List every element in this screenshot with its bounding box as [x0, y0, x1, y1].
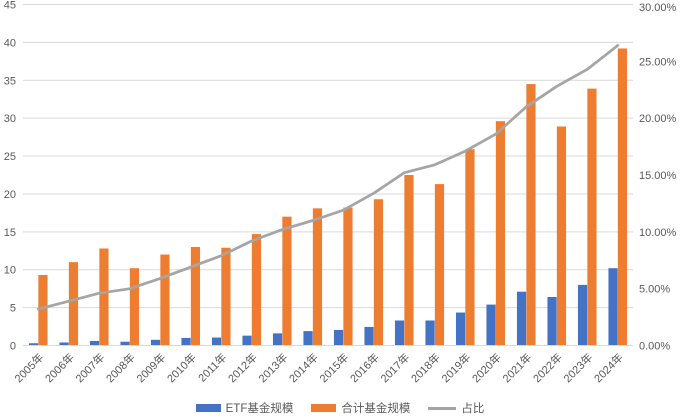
- x-axis-label: 2022年: [530, 350, 565, 385]
- bar-etf-2018: [425, 320, 435, 346]
- bar-total-2009: [160, 254, 170, 346]
- bar-etf-2016: [364, 326, 374, 346]
- legend-label-total: 合计基金规模: [341, 403, 411, 415]
- x-axis-label: 2009年: [133, 350, 168, 385]
- bar-total-2022: [556, 126, 567, 346]
- legend-label-ratio: 占比: [461, 403, 485, 415]
- x-axis-label: 2021年: [499, 350, 534, 385]
- bar-total-2012: [251, 234, 262, 346]
- bar-etf-2024: [608, 268, 618, 346]
- x-axis-label: 2012年: [225, 350, 260, 385]
- bar-etf-2023: [577, 284, 588, 346]
- ratio-line: [36, 44, 620, 311]
- y-axis-left-label: 0: [10, 341, 16, 353]
- bar-total-2020: [495, 121, 506, 346]
- x-axis-label: 2016年: [347, 350, 382, 385]
- legend-swatch-total-bar: [311, 404, 337, 412]
- bar-total-2018: [434, 184, 445, 346]
- legend-item-ratio: 占比: [428, 400, 484, 416]
- bar-total-2021: [526, 84, 536, 346]
- x-axis-label: 2006年: [42, 350, 77, 385]
- y-axis-right-label: 30.00%: [639, 2, 677, 14]
- bar-etf-2010: [181, 337, 191, 346]
- x-axis-label: 2015年: [316, 350, 351, 385]
- y-axis-left-label: 25: [4, 151, 16, 163]
- bar-total-2023: [587, 88, 597, 346]
- x-axis-label: 2024年: [591, 350, 626, 385]
- bar-total-2008: [129, 268, 140, 346]
- bar-total-2016: [373, 199, 384, 346]
- x-axis-label: 2017年: [377, 350, 412, 385]
- x-axis-label: 2011年: [195, 350, 229, 384]
- x-axis-label: 2019年: [438, 350, 473, 385]
- legend: ETF基金规模 合计基金规模 占比: [0, 399, 680, 417]
- x-axis-label: 2008年: [103, 350, 138, 385]
- x-axis-label: 2013年: [255, 350, 290, 385]
- combo-chart: 0 5 10 15 20 25 30 35 40 45 0.00% 5.00% 10.00% 15.00%…: [4, 0, 677, 385]
- x-axis-label: 2005年: [11, 350, 46, 385]
- bar-etf-2007: [89, 340, 100, 346]
- bar-total-2005: [38, 275, 48, 346]
- bar-etf-2013: [272, 333, 283, 346]
- bar-total-2011: [221, 247, 231, 346]
- bar-total-2015: [343, 207, 353, 346]
- bar-etf-2017: [394, 320, 405, 346]
- x-axis-label: 2007年: [72, 350, 107, 385]
- y-axis-right-label: 25.00%: [639, 56, 677, 68]
- bar-etf-2009: [150, 339, 161, 346]
- legend-item-total: 合计基金规模: [311, 400, 410, 416]
- y-axis-right-label: 20.00%: [639, 113, 677, 125]
- bar-total-2006: [68, 262, 79, 346]
- bar-etf-2006: [59, 342, 69, 346]
- y-axis-right-label: 0.00%: [639, 341, 670, 353]
- x-axis-label: 2014年: [286, 350, 321, 385]
- bar-etf-2011: [211, 337, 222, 346]
- y-axis-left-label: 15: [4, 227, 16, 239]
- y-axis-left-label: 5: [10, 303, 16, 315]
- bar-etf-2012: [242, 335, 252, 346]
- y-axis-left-label: 40: [4, 37, 16, 49]
- bar-etf-2021: [516, 291, 527, 346]
- bar-total-2010: [190, 246, 201, 346]
- bar-etf-2022: [547, 297, 557, 346]
- y-axis-left-label: 10: [4, 265, 16, 277]
- bar-etf-2020: [486, 304, 496, 346]
- legend-swatch-ratio-line: [428, 406, 457, 410]
- legend-label-etf: ETF基金规模: [225, 403, 294, 415]
- legend-item-etf: ETF基金规模: [195, 400, 294, 416]
- bar-total-2007: [99, 248, 109, 346]
- y-axis-left-label: 20: [4, 189, 16, 201]
- legend-swatch-etf-bar: [195, 404, 221, 412]
- bar-etf-2015: [333, 329, 344, 346]
- x-axis-label: 2023年: [560, 350, 595, 385]
- x-axis-label: 2020年: [469, 350, 504, 385]
- y-axis-left-label: 30: [4, 113, 16, 125]
- y-axis-left-label: 35: [4, 75, 16, 87]
- x-axis-label: 2018年: [408, 350, 443, 385]
- bar-total-2017: [404, 175, 414, 346]
- bar-total-2014: [312, 208, 323, 346]
- y-axis-right-label: 15.00%: [639, 170, 677, 182]
- bar-etf-2014: [303, 331, 313, 346]
- bar-total-2013: [282, 216, 292, 346]
- bar-etf-2019: [455, 312, 466, 346]
- bar-total-2019: [465, 149, 475, 346]
- y-axis-right-label: 5.00%: [639, 284, 670, 296]
- y-axis-left-label: 45: [4, 0, 16, 12]
- x-axis-label: 2010年: [164, 350, 199, 385]
- bar-etf-2005: [28, 343, 39, 346]
- y-axis-right-label: 10.00%: [639, 227, 677, 239]
- bar-etf-2008: [120, 341, 130, 346]
- bar-total-2024: [617, 48, 628, 346]
